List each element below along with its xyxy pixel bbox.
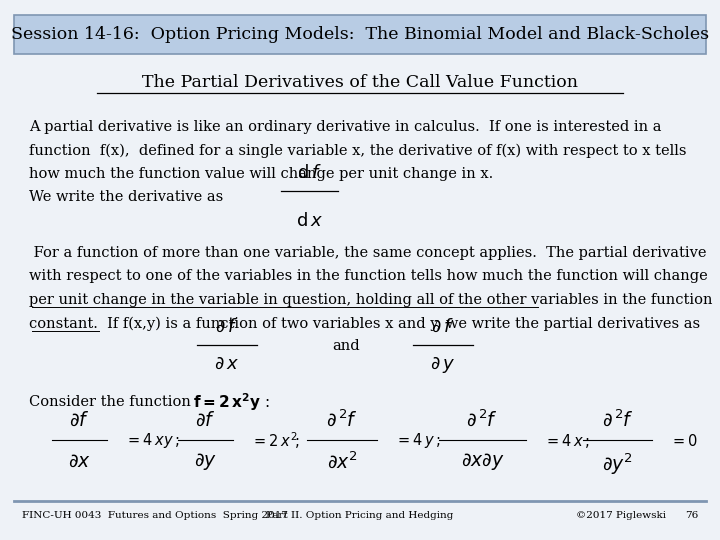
Text: $\mathbf{f = 2\,x^2 y}$ :: $\mathbf{f = 2\,x^2 y}$ : xyxy=(193,392,269,413)
Text: with respect to one of the variables in the function tells how much the function: with respect to one of the variables in … xyxy=(29,269,708,284)
Text: $= 0$: $= 0$ xyxy=(670,433,698,449)
Text: $\partial y^2$: $\partial y^2$ xyxy=(603,451,633,477)
Text: FINC-UH 0043  Futures and Options  Spring 2017: FINC-UH 0043 Futures and Options Spring … xyxy=(22,511,287,521)
Text: A partial derivative is like an ordinary derivative in calculus.  If one is inte: A partial derivative is like an ordinary… xyxy=(29,120,661,134)
Text: $\partial f$: $\partial f$ xyxy=(69,411,89,430)
Text: $= 2\,x^2\!;$: $= 2\,x^2\!;$ xyxy=(251,430,300,451)
Text: constant.  If f(x,y) is a function of two variables x and y, we write the partia: constant. If f(x,y) is a function of two… xyxy=(29,317,700,332)
Text: $\mathrm{d}\,f$: $\mathrm{d}\,f$ xyxy=(297,164,322,182)
Text: $\partial f$: $\partial f$ xyxy=(195,411,215,430)
Text: $\partial x^2$: $\partial x^2$ xyxy=(327,451,357,472)
Text: Part II. Option Pricing and Hedging: Part II. Option Pricing and Hedging xyxy=(266,511,454,521)
FancyBboxPatch shape xyxy=(14,15,706,54)
Text: $\partial^{\,2} f$: $\partial^{\,2} f$ xyxy=(602,409,634,430)
Text: $\partial^{\,2} f$: $\partial^{\,2} f$ xyxy=(326,409,358,430)
Text: Consider the function: Consider the function xyxy=(29,395,195,409)
Text: $\partial\,x$: $\partial\,x$ xyxy=(215,355,239,373)
Text: For a function of more than one variable, the same concept applies.  The partial: For a function of more than one variable… xyxy=(29,246,706,260)
Text: $\partial\,y$: $\partial\,y$ xyxy=(431,355,455,375)
Text: Session 14-16:  Option Pricing Models:  The Binomial Model and Black-Scholes: Session 14-16: Option Pricing Models: Th… xyxy=(11,26,709,43)
Text: $= 4\,x\,;$: $= 4\,x\,;$ xyxy=(544,431,590,450)
Text: per unit change in the variable in question, holding all of the other variables : per unit change in the variable in quest… xyxy=(29,293,712,307)
Text: ©2017 Piglewski: ©2017 Piglewski xyxy=(576,511,666,521)
Text: $\partial\,f$: $\partial\,f$ xyxy=(215,318,238,336)
Text: $\partial x\partial y$: $\partial x\partial y$ xyxy=(461,451,504,472)
Text: function  f(x),  defined for a single variable x, the derivative of f(x) with re: function f(x), defined for a single vari… xyxy=(29,144,686,158)
Text: 76: 76 xyxy=(685,511,698,521)
Text: The Partial Derivatives of the Call Value Function: The Partial Derivatives of the Call Valu… xyxy=(142,73,578,91)
Text: $= 4\,xy\,;$: $= 4\,xy\,;$ xyxy=(125,431,179,450)
Text: how much the function value will change per unit change in x.: how much the function value will change … xyxy=(29,167,493,181)
Text: We write the derivative as: We write the derivative as xyxy=(29,190,223,204)
Text: $\partial^{\,2} f$: $\partial^{\,2} f$ xyxy=(467,409,498,430)
Text: $\partial x$: $\partial x$ xyxy=(68,451,91,470)
Text: $\partial\,f$: $\partial\,f$ xyxy=(431,318,454,336)
Text: $= 4\,y\,;$: $= 4\,y\,;$ xyxy=(395,431,441,450)
Text: and: and xyxy=(332,339,359,353)
Text: $\partial y$: $\partial y$ xyxy=(194,451,217,472)
Text: $\mathrm{d}\,x$: $\mathrm{d}\,x$ xyxy=(296,212,323,230)
